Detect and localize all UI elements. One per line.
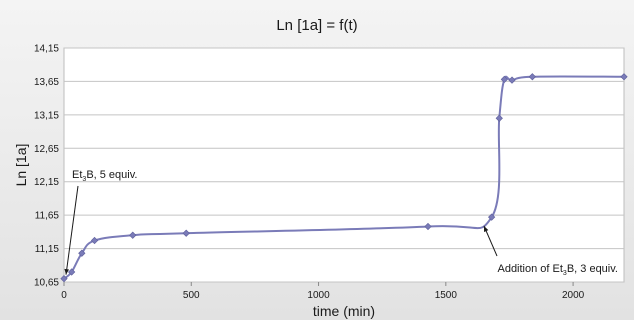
grid-lines	[64, 47, 624, 283]
data-point	[620, 73, 628, 81]
x-tick-label: 500	[183, 290, 200, 301]
y-tick-label: 13,15	[34, 110, 59, 121]
data-point	[68, 268, 76, 276]
data-point	[129, 231, 137, 239]
data-point	[424, 222, 432, 231]
x-tick-label: 1000	[307, 290, 330, 301]
plot-area	[63, 47, 625, 283]
data-point	[60, 275, 68, 283]
data-point	[182, 229, 190, 237]
annotation-arrow	[65, 185, 79, 275]
series-layer	[60, 73, 628, 283]
annotations: Et3B, 5 equiv. Addition of Et3B, 3 equiv.	[64, 169, 618, 277]
x-axis-title: time (min)	[313, 303, 375, 319]
y-tick-label: 14,15	[34, 44, 59, 55]
x-tick-label: 0	[61, 290, 67, 301]
y-tick-label: 11,65	[35, 211, 60, 222]
data-point	[508, 76, 516, 84]
y-tick-label: 11,15	[35, 244, 60, 255]
y-axis-title: Ln [1a]	[13, 144, 29, 187]
x-tick-label: 1500	[435, 290, 458, 301]
data-point	[90, 236, 99, 245]
y-tick-labels: 10,65 11,15 11,65 12,15 12,65 13,15 13,65 14,15	[34, 44, 59, 289]
chart-title: Ln [1a] = f(t)	[276, 17, 357, 34]
data-point	[528, 73, 536, 81]
y-tick-label: 12,65	[34, 144, 59, 155]
annotation-label: Addition of Et3B, 3 equiv.	[497, 263, 618, 277]
y-tick-label: 13,65	[34, 77, 59, 88]
y-tick-label: 12,15	[34, 177, 59, 188]
x-tick-labels: 0 500 1000 1500 2000	[61, 282, 585, 301]
annotation-label: Et3B, 5 equiv.	[72, 169, 137, 183]
y-tick-label: 10,65	[34, 278, 59, 289]
data-point	[488, 213, 496, 221]
data-point	[495, 114, 503, 122]
data-point	[78, 249, 86, 257]
annotation-arrowhead	[64, 268, 70, 275]
x-tick-label: 2000	[562, 290, 585, 301]
data-point	[500, 75, 508, 84]
annotation-arrowhead	[484, 226, 489, 232]
